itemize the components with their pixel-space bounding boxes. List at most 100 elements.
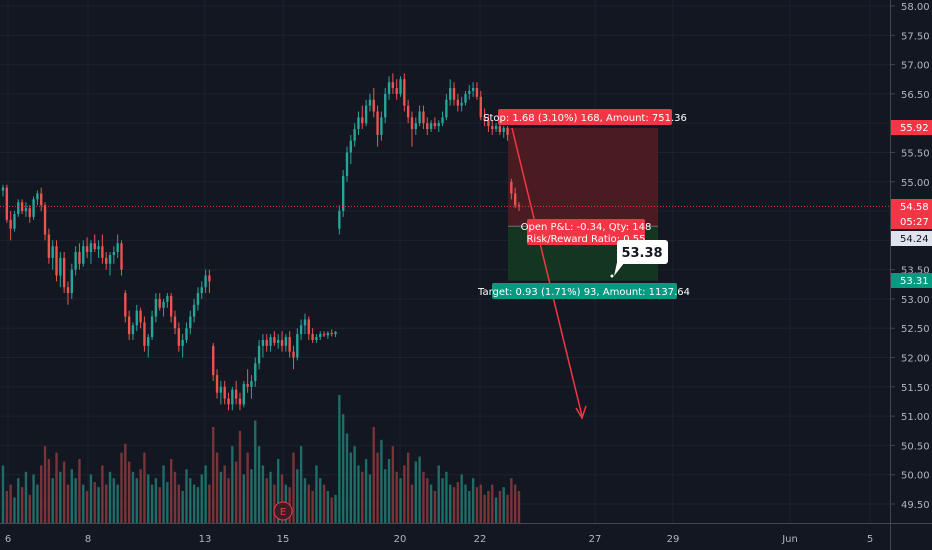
volume-bar [376, 452, 379, 523]
volume-bar [406, 452, 410, 523]
stop-price-tag-bg [891, 120, 932, 135]
time-tick-label: 20 [394, 534, 407, 545]
candle-body [93, 243, 96, 250]
volume-bar [89, 474, 93, 523]
volume-bar [254, 420, 257, 523]
time-tick-label: Jun [781, 534, 798, 545]
volume-bar [418, 456, 421, 523]
price-tick-label: 50.50 [901, 441, 930, 452]
volume-bar [66, 484, 70, 523]
volume-bar [78, 459, 81, 523]
volume-bar [9, 484, 12, 523]
candle-body [303, 319, 307, 326]
candle-body [292, 351, 295, 358]
candle-body [487, 120, 490, 127]
volume-bar [51, 478, 54, 523]
candle-body [475, 88, 479, 97]
candle-body [139, 310, 142, 323]
candle-body [166, 296, 169, 302]
volume-bar [414, 461, 417, 523]
volume-bar [135, 478, 138, 523]
price-tick-label: 55.00 [901, 178, 930, 189]
candle-body [55, 246, 58, 276]
candle-body [418, 111, 421, 124]
candle-body [471, 88, 475, 91]
volume-bar [158, 487, 161, 523]
volume-bar [120, 452, 123, 523]
candle-body [105, 257, 108, 264]
candle-body [334, 331, 337, 335]
volume-bar [265, 478, 268, 523]
volume-bar [433, 491, 437, 523]
candle-body [20, 202, 24, 212]
volume-bar [426, 478, 429, 523]
candle-body [173, 316, 177, 329]
candle-body [116, 243, 119, 253]
volume-bar [208, 484, 211, 523]
entry-price-tag-bg [891, 231, 932, 246]
volume-bar [59, 471, 62, 523]
candle-body [357, 117, 360, 130]
volume-bar [292, 452, 295, 523]
candle-body [395, 88, 398, 94]
volume-bar [303, 478, 307, 523]
candle-body [437, 123, 440, 127]
candle-body [74, 252, 77, 270]
stop-label-bg [498, 109, 672, 125]
volume-bar [510, 478, 513, 523]
countdown-tag: 05:27 [900, 217, 929, 228]
stop-price-tag: 55.92 [900, 123, 929, 134]
price-tick-label: 57.00 [901, 61, 930, 72]
price-tick-label: 56.50 [901, 90, 930, 101]
time-axis[interactable]: 6 8 13 15 20 22 27 29 Jun 5 [5, 534, 873, 545]
price-tick-label: 58.00 [901, 2, 930, 13]
candle-body [288, 337, 291, 352]
volume-bar [185, 469, 188, 523]
price-tick-label: 52.50 [901, 324, 930, 335]
volume-bar [139, 469, 142, 523]
volume-bar [517, 491, 521, 523]
current-price-tag: 54.58 [900, 202, 929, 213]
candle-body [491, 126, 494, 130]
candle-body [441, 117, 444, 124]
candle-body [78, 252, 81, 264]
earnings-event-icon[interactable] [273, 501, 293, 521]
candle-body [154, 298, 158, 317]
candle-body [204, 275, 207, 288]
volume-bar [47, 459, 51, 523]
candle-body [338, 211, 341, 229]
volume-bar [479, 484, 482, 523]
volume-bar [231, 446, 234, 523]
candle-body [24, 208, 28, 212]
candle-body [131, 325, 135, 335]
stop-zone[interactable] [508, 127, 658, 227]
projection-arrow[interactable] [511, 127, 583, 417]
candle-body [17, 202, 20, 214]
candle-body [112, 252, 116, 255]
price-tick-label: 51.50 [901, 383, 930, 394]
price-tick-label: 50.00 [901, 471, 930, 482]
candle-body [464, 93, 467, 103]
volume-bar [223, 465, 226, 523]
price-tick-label: 53.00 [901, 295, 930, 306]
volume-bar [277, 459, 280, 523]
candle-body [70, 269, 73, 294]
candle-body [189, 316, 192, 329]
candle-body [234, 389, 238, 399]
candle-body [9, 219, 12, 229]
candle-body [150, 316, 154, 338]
volume-bar [196, 487, 200, 523]
candle-body [185, 328, 188, 340]
candle-body [299, 325, 303, 335]
candle-body [510, 181, 513, 194]
candle-body [143, 322, 146, 346]
candle-body [1, 187, 5, 191]
callout-box[interactable] [617, 240, 668, 264]
volume-bar [200, 474, 203, 523]
volume-bar [334, 494, 337, 523]
volume-bar [395, 471, 398, 523]
target-price-tag-bg [891, 273, 932, 288]
volume-bar [238, 430, 242, 523]
